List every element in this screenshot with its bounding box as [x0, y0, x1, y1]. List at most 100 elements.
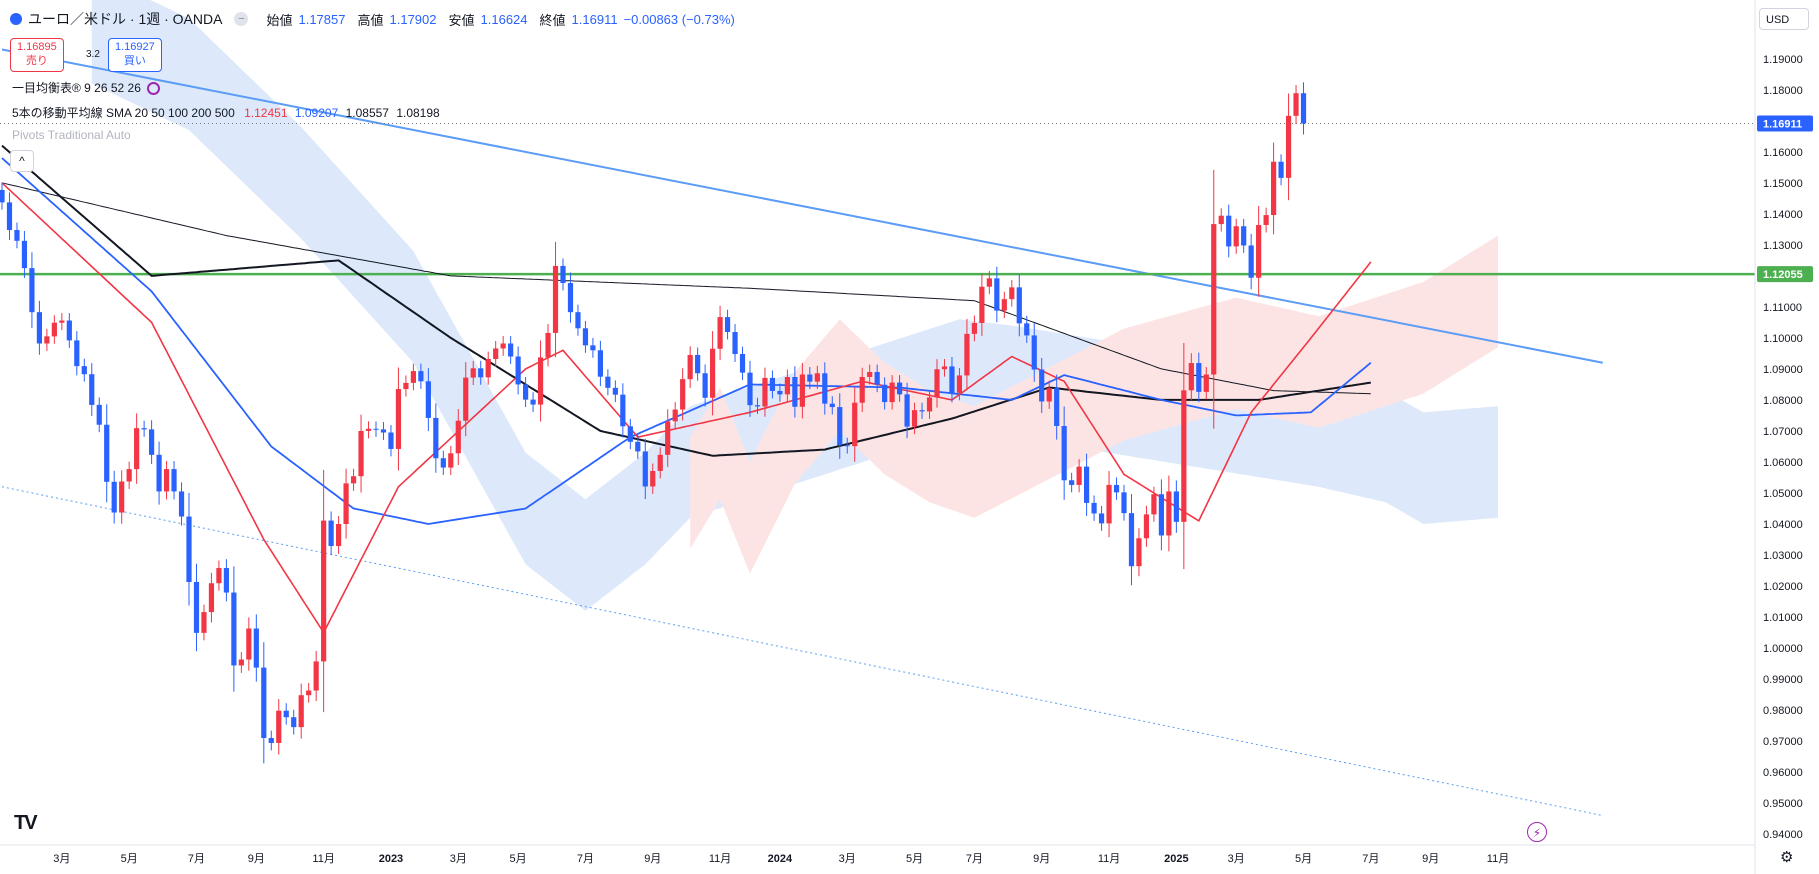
gear-icon[interactable]: ⚙: [1780, 849, 1794, 866]
time-tick-label: 9月: [1422, 853, 1439, 865]
candle-body: [500, 343, 506, 349]
candle-body: [1069, 480, 1075, 485]
price-tick-label: 0.95000: [1763, 798, 1803, 810]
candle-body: [605, 376, 611, 388]
candle-body: [1098, 513, 1105, 524]
time-tick-label: 7月: [188, 853, 205, 865]
candle-body: [687, 354, 693, 380]
candle-body: [208, 583, 215, 613]
candle-body: [29, 268, 35, 313]
price-tick-label: 1.19000: [1763, 54, 1803, 66]
candle-body: [403, 382, 409, 390]
candle-body: [1256, 225, 1262, 278]
candlesticks: [0, 82, 1307, 764]
symbol-title[interactable]: ユーロ／米ドル · 1週 · OANDA: [28, 11, 223, 27]
candle-body: [650, 470, 656, 487]
candle-body: [1121, 492, 1127, 514]
buy-button[interactable]: 1.16927 買い: [108, 38, 162, 72]
candle-body: [298, 695, 304, 728]
candle-body: [762, 377, 768, 407]
time-tick-label: 3月: [450, 853, 467, 865]
low-label: 安値: [448, 12, 475, 28]
candle-body: [365, 428, 372, 431]
time-tick-label: 2025: [1164, 853, 1188, 865]
time-tick-label: 11月: [1098, 853, 1120, 865]
sell-price: 1.16895: [17, 41, 57, 53]
candle-body: [627, 426, 633, 442]
candle-body: [829, 403, 835, 408]
candle-body: [672, 409, 678, 422]
price-tick-label: 1.04000: [1763, 519, 1803, 531]
candle-body: [493, 348, 499, 359]
candle-body: [1001, 299, 1007, 311]
collapse-icon[interactable]: ^: [10, 150, 34, 172]
candle-body: [134, 428, 140, 470]
candle-body: [919, 410, 925, 412]
lower-trendline: [1, 486, 1603, 817]
high-value: 1.17902: [389, 11, 437, 27]
hide-legend-icon[interactable]: –: [234, 12, 249, 26]
candle-body: [1263, 215, 1269, 226]
candle-body: [425, 381, 431, 418]
sma-legend[interactable]: 5本の移動平均線 SMA 20 50 100 200 500 1.12451 1…: [12, 104, 440, 121]
high-label: 高値: [357, 12, 384, 28]
price-tick-label: 1.09000: [1763, 364, 1803, 376]
sell-button[interactable]: 1.16895 売り: [10, 38, 64, 72]
candle-body: [1285, 115, 1292, 178]
candle-body: [971, 323, 977, 334]
candle-body: [388, 432, 394, 449]
candle-body: [193, 581, 200, 633]
candle-body: [1181, 390, 1187, 522]
candle-body: [545, 332, 551, 358]
candle-body: [1166, 491, 1172, 536]
candle-body: [1151, 494, 1157, 515]
ichimoku-legend[interactable]: 一目均衡表® 9 26 52 26: [12, 79, 160, 96]
candle-body: [702, 373, 708, 398]
candle-body: [941, 366, 948, 370]
candle-body: [1091, 502, 1097, 514]
candle-body: [612, 387, 618, 395]
candle-body: [440, 458, 446, 468]
candle-body: [1226, 215, 1232, 247]
currency-selector[interactable]: USD: [1759, 8, 1809, 30]
candle-body: [119, 481, 125, 513]
candle-body: [178, 491, 185, 517]
current-price-label: 1.16911: [1763, 119, 1802, 131]
candle-body: [21, 240, 28, 269]
time-tick-label: 11月: [312, 853, 334, 865]
candle-body: [807, 374, 813, 382]
bolt-icon[interactable]: ⚡: [1527, 822, 1547, 842]
candle-body: [956, 375, 963, 393]
price-tick-label: 1.05000: [1763, 488, 1803, 500]
candle-body: [313, 661, 319, 691]
candle-body: [926, 397, 933, 412]
candle-body: [59, 320, 65, 323]
candle-body: [732, 332, 738, 355]
candle-body: [283, 710, 289, 718]
candle-body: [268, 737, 274, 743]
sync-icon[interactable]: [146, 82, 160, 96]
price-tick-label: 0.96000: [1763, 767, 1803, 779]
close-value: 1.16911: [571, 11, 618, 27]
candle-body: [769, 377, 776, 391]
candle-body: [433, 417, 439, 459]
candle-body: [552, 265, 559, 333]
candle-body: [635, 441, 641, 452]
tradingview-logo-icon[interactable]: TV: [14, 812, 38, 834]
candle-body: [597, 350, 603, 377]
sma-label: 5本の移動平均線 SMA 20 50 100 200 500: [12, 106, 235, 120]
price-tick-label: 1.06000: [1763, 457, 1803, 469]
candle-body: [754, 405, 761, 407]
change-value: −0.00863 (−0.73%): [623, 11, 735, 27]
pivots-legend[interactable]: Pivots Traditional Auto: [12, 128, 131, 142]
candle-body: [1293, 93, 1299, 116]
price-tick-label: 1.01000: [1763, 612, 1803, 624]
sma20-line: [1, 182, 1372, 635]
candle-body: [882, 384, 888, 403]
candle-body: [508, 343, 514, 357]
candle-body: [1211, 224, 1217, 375]
candle-body: [1196, 363, 1202, 392]
candle-body: [1016, 287, 1022, 324]
